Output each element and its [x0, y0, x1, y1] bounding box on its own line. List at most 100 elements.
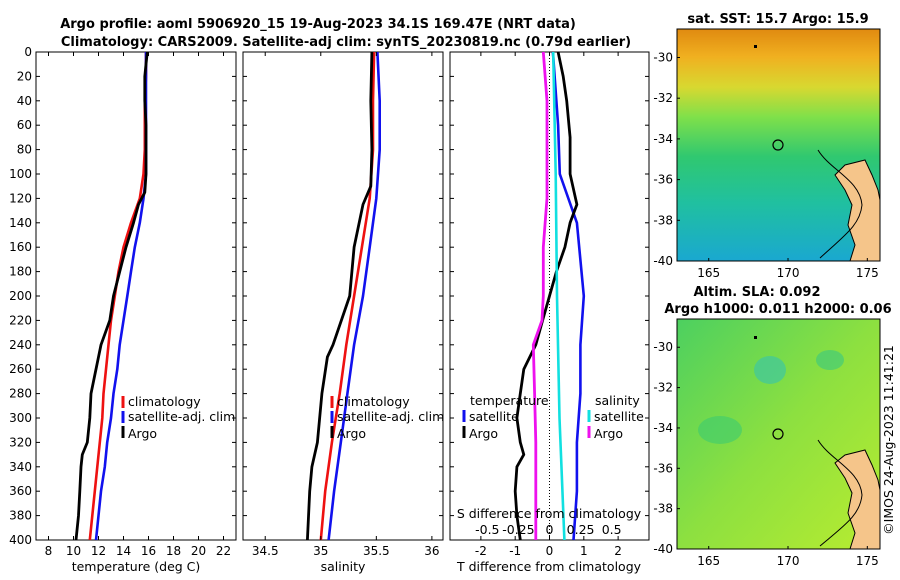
title-line2: Climatology: CARS2009. Satellite-adj cli… — [61, 35, 631, 50]
depth-tick: 40 — [17, 94, 32, 108]
map-y-tick-label: -32 — [653, 91, 673, 105]
legend-sal-satellite: satellite — [594, 409, 644, 424]
series-line-salinity-satellite — [551, 51, 566, 541]
depth-tick: 0 — [24, 45, 32, 59]
depth-tick: 400 — [9, 533, 32, 547]
nz-land-shape — [834, 449, 881, 550]
map-x-tick-label: 170 — [777, 554, 800, 568]
x-tick-label: 12 — [91, 544, 106, 558]
map-y-tick-label: -38 — [653, 213, 673, 227]
depth-tick: 20 — [17, 69, 32, 83]
sla-map-title1: Altim. SLA: 0.092 — [694, 285, 821, 300]
series-line-temperature-satellite — [551, 51, 586, 541]
footer-timestamp: ©IMOS 24-Aug-2023 11:41:21 — [881, 345, 896, 535]
map-x-tick-label: 165 — [697, 554, 720, 568]
map-y-tick-label: -38 — [653, 502, 673, 516]
x-tick-label: 36 — [424, 544, 439, 558]
legend-temperature-title: temperature — [470, 393, 549, 408]
depth-tick: 280 — [9, 387, 32, 401]
legend-satellite-adj: satellite-adj. clim — [337, 409, 444, 424]
salinity-series — [306, 51, 382, 541]
x-tick-label: 10 — [66, 544, 81, 558]
map-y-tick-label: -40 — [653, 254, 673, 268]
difference-xlabel: T difference from climatology — [456, 559, 642, 574]
argo-position-marker — [772, 428, 784, 440]
sla-map-ticks: 165 170 175 -30 -32 -34 -36 -38 -40 — [653, 340, 878, 568]
argo-position-marker — [772, 139, 784, 151]
sst-map-ticks: 165 170 175 -30 -32 -34 -36 -38 -40 — [653, 50, 878, 280]
legend-climatology: climatology — [337, 394, 410, 409]
x-tick-label: 35.5 — [363, 544, 390, 558]
legend-sal-argo: Argo — [594, 426, 623, 441]
depth-tick: 200 — [9, 289, 32, 303]
x-tick-label: 1 — [580, 544, 588, 558]
depth-tick: 260 — [9, 362, 32, 376]
x-tick-label: -2 — [475, 544, 487, 558]
x-tick-label: 35 — [313, 544, 328, 558]
map-y-tick-label: -34 — [653, 132, 673, 146]
depth-tick: 60 — [17, 118, 32, 132]
title-line1: Argo profile: aoml 5906920_15 19-Aug-202… — [60, 17, 576, 32]
depth-tick: 140 — [9, 216, 32, 230]
s-tick-label: -0.25 — [502, 522, 534, 537]
nz-land-shape — [834, 159, 881, 262]
difference-x-ticks: -2 -1 0 1 2 — [475, 52, 622, 558]
s-tick-label: -0.5 — [475, 522, 499, 537]
temperature-axes — [35, 51, 237, 541]
map-x-tick-label: 175 — [856, 266, 879, 280]
map-x-tick-label: 170 — [777, 266, 800, 280]
depth-tick: 180 — [9, 265, 32, 279]
depth-tick: 220 — [9, 313, 32, 327]
legend-temp-satellite: satellite — [469, 409, 519, 424]
temperature-legend: climatology satellite-adj. clim Argo — [121, 394, 235, 441]
depth-tick: 320 — [9, 435, 32, 449]
x-tick-label: 18 — [166, 544, 181, 558]
s-tick-label: 0.25 — [567, 522, 595, 537]
depth-tick: 300 — [9, 411, 32, 425]
map-y-tick-label: -30 — [653, 50, 673, 64]
map-y-tick-label: -30 — [653, 340, 673, 354]
depth-tick: 380 — [9, 509, 32, 523]
series-line-argo — [74, 51, 149, 541]
x-tick-label: 14 — [116, 544, 131, 558]
series-line-climatology — [319, 51, 376, 541]
x-tick-label: 34.5 — [252, 544, 279, 558]
sla-map — [676, 318, 881, 550]
x-tick-label: 16 — [141, 544, 156, 558]
map-y-tick-label: -32 — [653, 381, 673, 395]
x-tick-label: 8 — [45, 544, 53, 558]
depth-tick: 340 — [9, 460, 32, 474]
sst-map — [676, 28, 881, 262]
sla-map-title2: Argo h1000: 0.011 h2000: 0.06 — [664, 302, 891, 317]
depth-tick-labels: 0 20 40 60 80 100 120 140 160 180 200 220 240 260 280 3… — [9, 45, 649, 547]
s-tick-label: 0 — [546, 522, 554, 537]
temperature-x-ticks: 8 10 12 14 16 18 20 22 — [45, 52, 231, 558]
map-y-tick-label: -34 — [653, 421, 673, 435]
x-tick-label: 2 — [614, 544, 622, 558]
s-tick-label: 0.5 — [602, 522, 622, 537]
depth-tick: 160 — [9, 240, 32, 254]
salinity-x-ticks: 34.5 35 35.5 36 — [252, 52, 440, 558]
s-difference-label: S difference from climatology — [457, 506, 642, 521]
difference-legend: temperature satellite Argo salinity sate… — [462, 393, 644, 441]
map-y-tick-label: -36 — [653, 461, 673, 475]
difference-series — [513, 51, 586, 541]
series-line-satellite-adj-clim — [327, 51, 382, 541]
s-difference-ticks: -0.5 -0.25 0 0.25 0.5 — [475, 522, 622, 537]
map-x-tick-label: 165 — [697, 266, 720, 280]
legend-argo: Argo — [337, 426, 366, 441]
x-tick-label: 20 — [191, 544, 206, 558]
salinity-xlabel: salinity — [321, 559, 366, 574]
legend-temp-argo: Argo — [469, 426, 498, 441]
legend-climatology: climatology — [128, 394, 201, 409]
salinity-axes — [242, 51, 444, 541]
temperature-xlabel: temperature (deg C) — [72, 559, 201, 574]
depth-tick: 360 — [9, 484, 32, 498]
sst-map-title: sat. SST: 15.7 Argo: 15.9 — [687, 12, 868, 27]
x-tick-label: 22 — [216, 544, 231, 558]
legend-satellite-adj: satellite-adj. clim — [128, 409, 235, 424]
temperature-series — [74, 51, 149, 541]
x-tick-label: 0 — [546, 544, 554, 558]
legend-salinity-title: salinity — [595, 393, 640, 408]
map-x-tick-label: 175 — [856, 554, 879, 568]
